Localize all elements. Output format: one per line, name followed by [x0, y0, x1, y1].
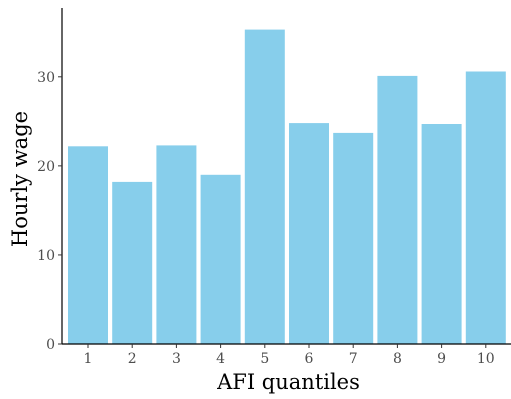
y-tick-label-10: 10: [37, 248, 55, 264]
bars-group: [68, 29, 506, 345]
x-tick-label-6: 6: [305, 351, 314, 367]
bar-5: [244, 29, 285, 344]
x-tick-label-10: 10: [477, 351, 495, 367]
x-axis-ticks: 1 2 3 4 5 6 7 8 9 10: [84, 344, 495, 367]
y-axis-ticks: 0 10 20 30: [37, 70, 62, 353]
x-axis-title: AFI quantiles: [216, 370, 360, 394]
bar-7: [333, 132, 374, 344]
bar-8: [377, 75, 418, 345]
bar-3: [156, 145, 197, 344]
x-tick-label-2: 2: [128, 351, 137, 367]
x-tick-label-7: 7: [349, 351, 358, 367]
x-tick-label-8: 8: [393, 351, 402, 367]
bar-6: [289, 123, 329, 344]
y-tick-label-30: 30: [37, 70, 55, 86]
y-tick-label-0: 0: [46, 337, 55, 353]
y-axis-title: Hourly wage: [8, 111, 32, 247]
bar-2: [112, 181, 153, 344]
x-tick-label-3: 3: [172, 351, 181, 367]
bar-4: [200, 174, 241, 344]
x-tick-label-4: 4: [216, 351, 225, 367]
bar-10: [465, 71, 506, 344]
x-tick-label-5: 5: [260, 351, 269, 367]
y-tick-label-20: 20: [37, 159, 55, 175]
bar-1: [68, 146, 108, 344]
x-tick-label-9: 9: [437, 351, 446, 367]
bar-9: [421, 124, 462, 344]
x-tick-label-1: 1: [84, 351, 93, 367]
